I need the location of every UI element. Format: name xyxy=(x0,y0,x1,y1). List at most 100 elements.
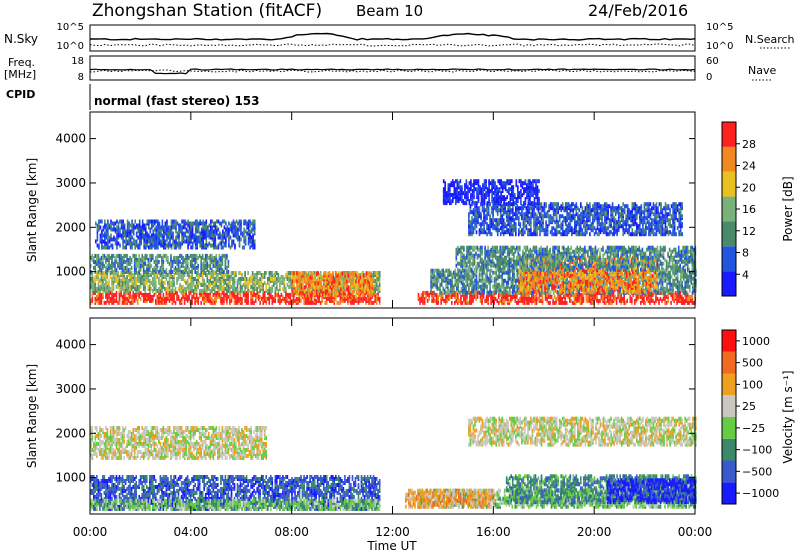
power-cell xyxy=(120,253,122,258)
power-cell xyxy=(576,296,579,301)
power-cell xyxy=(291,286,293,291)
power-cell xyxy=(200,259,202,264)
power-cell xyxy=(358,283,360,288)
power-cell xyxy=(176,267,178,272)
power-cell xyxy=(102,233,105,238)
power-cell xyxy=(216,245,218,250)
power-cell xyxy=(115,298,118,303)
power-cell xyxy=(352,281,354,286)
power-cell xyxy=(352,289,354,294)
power-cell xyxy=(223,275,225,279)
power-cell xyxy=(217,219,220,224)
power-cell xyxy=(256,271,258,275)
power-cell xyxy=(565,300,568,305)
power-cell xyxy=(497,300,500,305)
power-cell xyxy=(208,241,211,246)
power-cell xyxy=(101,219,103,224)
power-cell xyxy=(194,265,196,270)
power-cell xyxy=(102,261,104,266)
power-cell xyxy=(232,219,235,224)
power-cell xyxy=(222,219,224,224)
power-cell xyxy=(160,231,162,236)
station-title: Zhongshan Station (fitACF) xyxy=(92,1,322,21)
power-cell xyxy=(463,294,465,299)
power-cell xyxy=(167,286,169,291)
power-cell xyxy=(213,237,215,242)
power-cell xyxy=(487,290,490,295)
power-cell xyxy=(507,280,510,285)
power-cell xyxy=(581,296,583,301)
power-cell xyxy=(192,288,195,293)
power-cell xyxy=(247,219,250,224)
power-cell xyxy=(466,274,469,279)
power-cell xyxy=(110,233,112,238)
power-cell xyxy=(182,269,184,274)
power-cell xyxy=(170,229,173,234)
power-cell xyxy=(214,237,217,242)
power-cell xyxy=(289,292,292,297)
power-cell xyxy=(203,221,206,226)
power-cell xyxy=(474,286,476,291)
power-cell xyxy=(324,300,326,305)
power-cell xyxy=(123,284,125,289)
power-cell xyxy=(211,280,213,285)
power-cell xyxy=(378,296,381,301)
power-cell xyxy=(324,271,326,275)
power-cell xyxy=(122,239,124,244)
power-cell xyxy=(224,273,227,277)
power-cell xyxy=(183,300,186,305)
power-cell xyxy=(126,275,128,279)
power-cell xyxy=(144,277,147,281)
power-cell xyxy=(490,274,493,279)
power-cell xyxy=(99,284,101,289)
power-cell xyxy=(201,253,204,258)
power-cell xyxy=(250,221,253,226)
power-cell xyxy=(581,300,583,305)
power-cell xyxy=(341,280,343,285)
power-cell xyxy=(147,292,150,297)
power-cell xyxy=(226,296,228,301)
power-cell xyxy=(96,257,98,262)
power-cell xyxy=(181,219,183,224)
power-cell xyxy=(253,243,256,248)
power-cell xyxy=(254,298,257,303)
power-cell xyxy=(370,271,372,276)
power-cell xyxy=(105,292,107,297)
power-cell xyxy=(253,286,255,291)
power-cell xyxy=(349,277,351,282)
power-cell xyxy=(190,221,192,226)
power-cell xyxy=(176,296,178,301)
freq-strip-frame xyxy=(89,55,696,81)
power-cell xyxy=(502,290,505,295)
freq-label: Freq. xyxy=(8,56,35,69)
power-cell xyxy=(156,267,159,272)
power-cell xyxy=(674,290,677,295)
power-cell xyxy=(315,298,317,303)
power-cell xyxy=(448,288,451,293)
power-cell xyxy=(132,223,135,228)
power-cell xyxy=(215,269,218,274)
power-cell xyxy=(248,277,251,281)
power-cell xyxy=(455,290,458,295)
power-cell xyxy=(666,286,668,291)
power-cell xyxy=(231,239,233,244)
power-cell xyxy=(171,259,174,264)
power-cell xyxy=(113,227,115,232)
power-cell xyxy=(516,300,518,305)
power-cell xyxy=(155,267,157,272)
power-cell xyxy=(198,280,201,285)
power-cell xyxy=(97,273,100,277)
power-cell xyxy=(102,245,105,250)
power-cell xyxy=(247,282,249,287)
power-cell xyxy=(203,243,206,248)
power-cell xyxy=(312,283,315,288)
power-cell xyxy=(351,277,354,281)
power-cell xyxy=(359,279,362,284)
power-cell xyxy=(640,294,642,299)
power-cell xyxy=(439,288,441,293)
power-cell xyxy=(309,285,312,290)
power-cell xyxy=(370,287,372,292)
power-cell xyxy=(279,282,281,287)
power-cell xyxy=(279,294,281,299)
power-cell xyxy=(245,277,248,281)
